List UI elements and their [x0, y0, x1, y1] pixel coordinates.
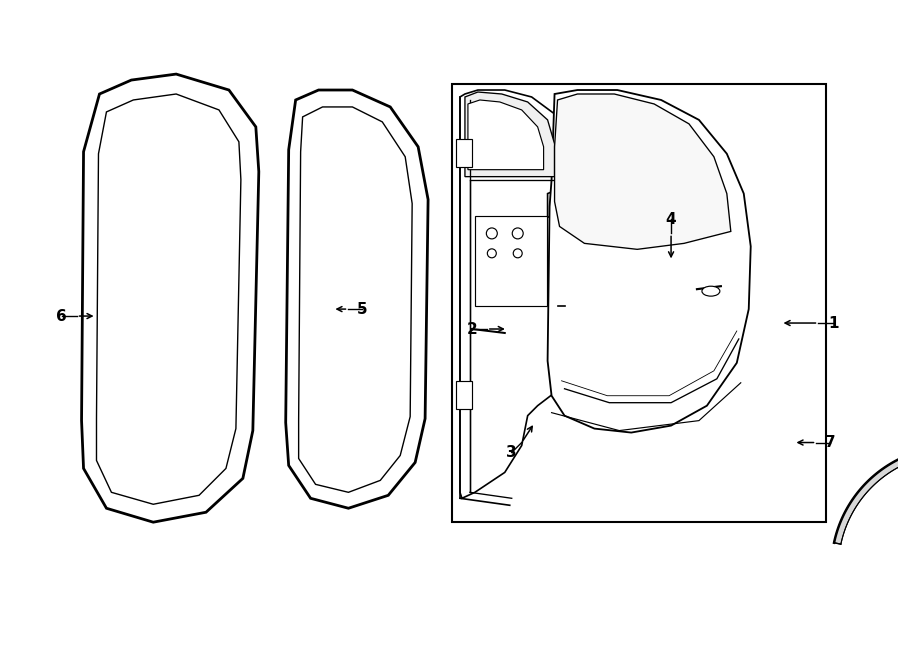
Text: 4: 4: [666, 212, 677, 227]
Polygon shape: [547, 90, 751, 432]
Text: 5: 5: [357, 301, 368, 317]
Polygon shape: [285, 90, 428, 508]
Text: 7: 7: [825, 435, 836, 450]
Text: 3: 3: [507, 445, 517, 460]
Bar: [456, 139, 472, 167]
Polygon shape: [460, 90, 568, 498]
Polygon shape: [468, 100, 544, 170]
Text: 1: 1: [828, 315, 839, 330]
Bar: [456, 381, 472, 408]
Polygon shape: [834, 448, 900, 544]
Text: 6: 6: [57, 309, 67, 324]
Polygon shape: [96, 94, 241, 504]
Ellipse shape: [702, 286, 720, 296]
Polygon shape: [82, 74, 259, 522]
Bar: [475, 217, 546, 306]
Polygon shape: [465, 92, 554, 176]
Bar: [452, 84, 826, 522]
Polygon shape: [299, 107, 412, 492]
Text: 2: 2: [466, 321, 477, 336]
Polygon shape: [554, 94, 731, 249]
